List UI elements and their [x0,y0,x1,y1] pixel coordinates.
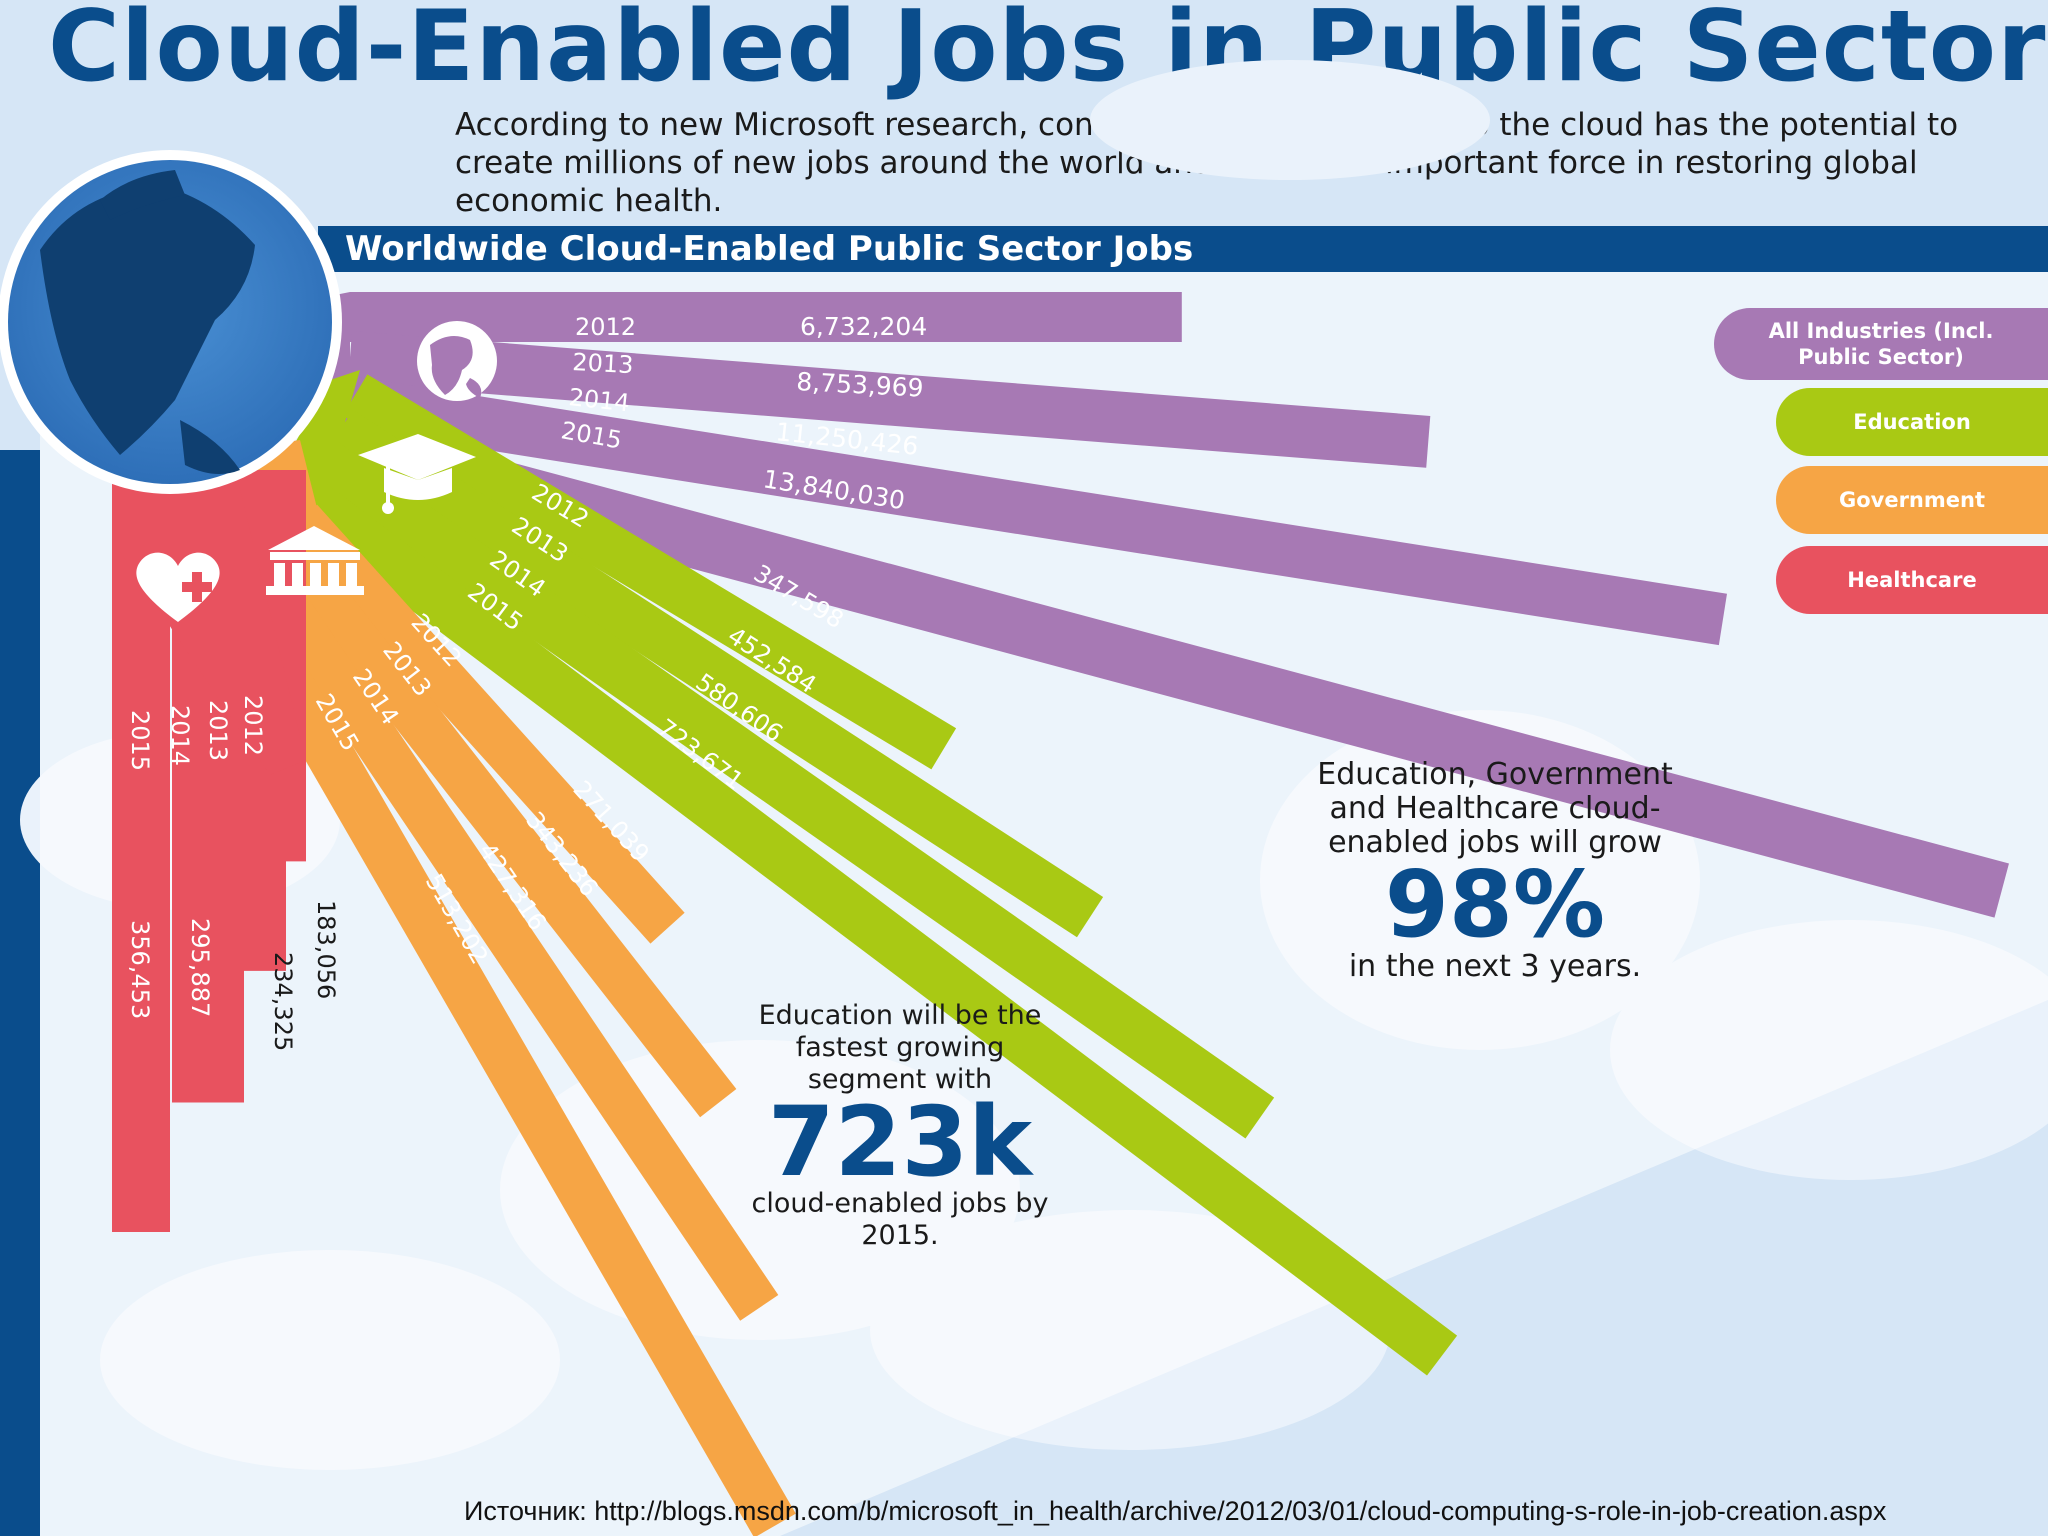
value-label-healthcare-2014: 295,887 [186,918,214,1017]
value-label-healthcare-2015: 356,453 [126,920,154,1019]
heart-plus-icon [136,552,220,622]
legend-education: Education [1776,388,2048,456]
year-label-all-2012: 2012 [575,313,636,341]
growth-callout: Education, Government and Healthcare clo… [1285,758,1705,984]
value-label-healthcare-2013: 234,325 [269,952,297,1051]
globe-icon [417,321,497,401]
building-icon [266,526,364,595]
legend-healthcare: Healthcare [1776,546,2048,614]
value-label-all-2012: 6,732,204 [800,312,927,341]
year-label-healthcare-2013: 2013 [204,700,232,761]
legend-government: Government [1776,466,2048,534]
edu-tail: cloud-enabled jobs by 2015. [751,1188,1049,1251]
bar-government-2015 [234,613,796,1536]
bar-government-2013 [271,540,737,1118]
bar-education-2015 [284,475,1458,1376]
bars-layer [112,292,2009,1536]
wedge-healthcare [112,440,306,775]
bar-government-2014 [255,577,779,1321]
left-accent-bar [0,450,40,1536]
edu-value: 723k [767,1086,1033,1198]
bar-education-2013 [326,409,1104,938]
page-title: Cloud-Enabled Jobs in Public Sector [48,0,2047,104]
growth-value: 98% [1384,851,1606,958]
growth-tail: in the next 3 years. [1348,949,1642,984]
bar-all-2015 [342,420,2009,918]
bar-education-2012 [342,374,957,770]
legend-all-industries: All Industries (Incl. Public Sector) [1714,308,2048,380]
edu-text: Education will be the fastest growing se… [758,1000,1042,1095]
growth-text: Education, Government and Healthcare clo… [1317,757,1673,860]
year-label-healthcare-2015: 2015 [126,710,154,771]
year-label-healthcare-2014: 2014 [166,705,194,766]
section-title: Worldwide Cloud-Enabled Public Sector Jo… [345,229,1194,269]
source-citation: Источник: http://blogs.msdn.com/b/micros… [464,1496,1887,1526]
value-label-healthcare-2012: 183,056 [312,900,340,999]
bar-healthcare-2015 [112,470,170,1232]
education-callout: Education will be the fastest growing se… [745,1000,1055,1252]
year-label-all-2014: 2014 [567,383,631,417]
cloud-shape-5 [1090,60,1490,180]
year-label-all-2013: 2013 [572,348,634,379]
globe-illustration [0,150,342,494]
graduation-cap-icon [358,434,476,514]
bar-all-2013 [347,331,1431,468]
bar-government-2012 [282,504,685,944]
bar-education-2014 [305,439,1275,1139]
bar-all-2012 [350,292,1182,342]
section-band [318,226,2048,272]
value-label-all-2013: 8,753,969 [796,367,925,403]
bar-all-2014 [345,376,1727,646]
year-label-healthcare-2012: 2012 [239,695,267,756]
